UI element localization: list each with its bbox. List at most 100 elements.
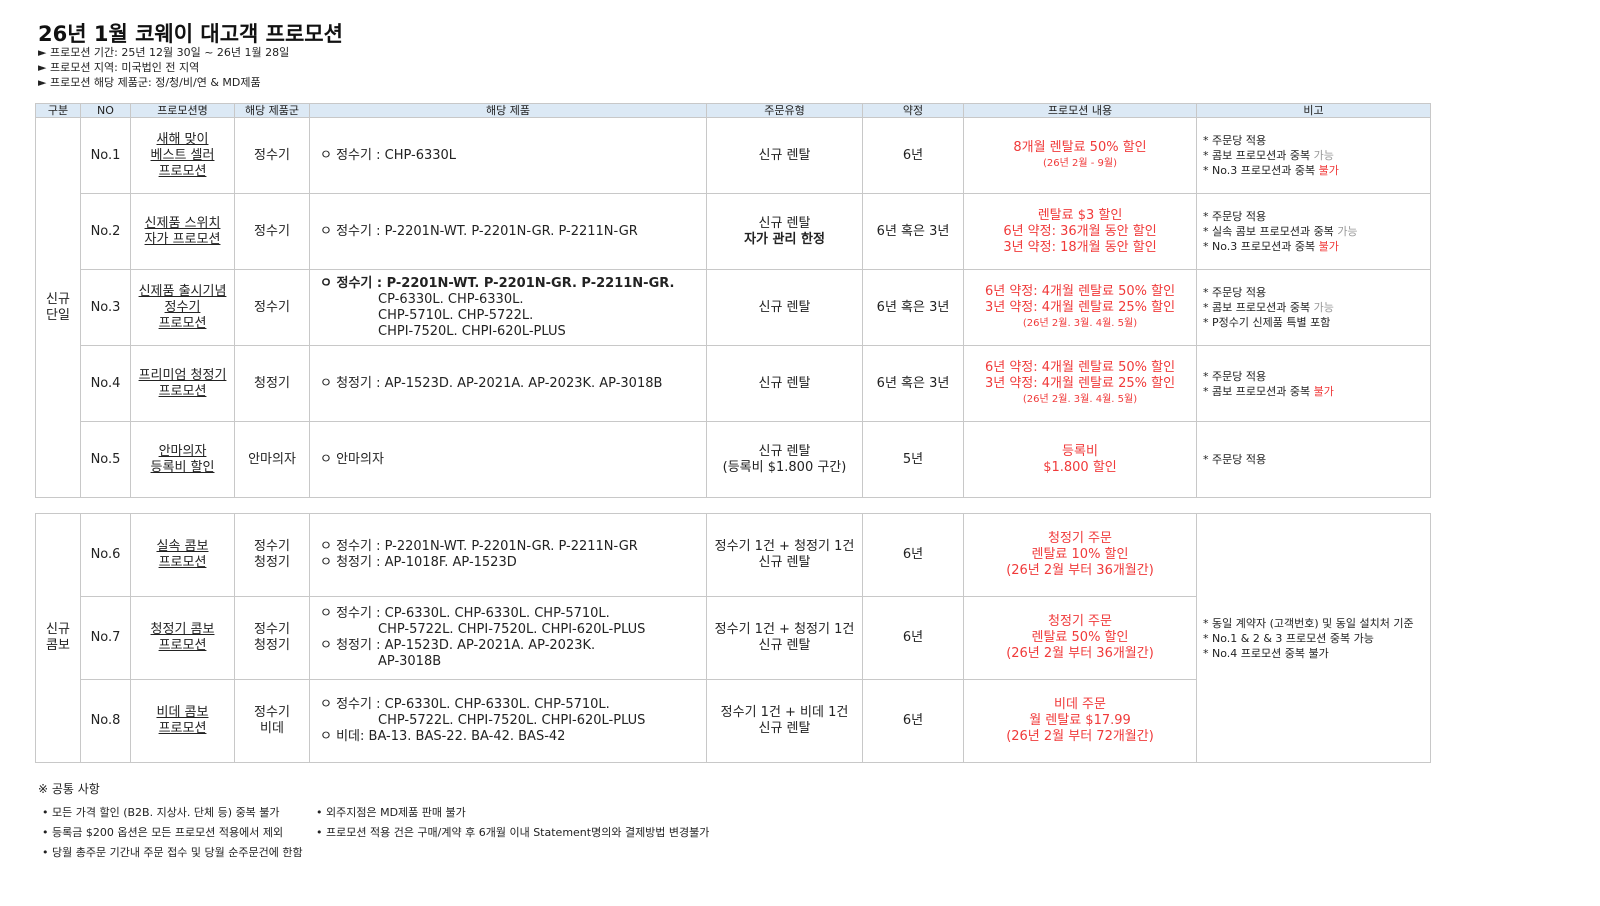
promo-region: ► 프로모션 지역: 미국법인 전 지역 — [38, 61, 200, 74]
product-list: ㅇ 청정기 : AP-1523D. AP-2021A. AP-2023K. AP… — [309, 345, 707, 422]
column-header: 비고 — [1196, 103, 1431, 118]
single-promo-table: 구분 NO 프로모션명 해당 제품군 해당 제품 주문유형 약정 프로모션 내용 비고 신규 단일… — [35, 103, 1431, 498]
text-line: 청정기 — [254, 638, 290, 653]
text-line: 청정기 콤보 — [150, 622, 215, 637]
remark-line: * No.3 프로모션과 중복 불가 — [1203, 239, 1424, 254]
text-line: 프로모션 — [158, 721, 207, 736]
contract-term: 6년 — [862, 596, 964, 680]
text-line: 8개월 렌탈료 50% 할인 — [1013, 139, 1147, 155]
text-line: 렌탈료 10% 할인 — [1031, 547, 1129, 562]
text-line: 신규 렌탈 — [758, 443, 811, 459]
common-notes-right: • 외주지점은 MD제품 판매 불가 • 프로모션 적용 건은 구매/계약 후 … — [316, 803, 709, 843]
promo-period: ► 프로모션 기간: 25년 12월 30일 ~ 26년 1월 28일 — [38, 46, 290, 59]
text-line: 신규 렌탈 — [758, 215, 811, 231]
product-line: CHP-5722L. CHPI-7520L. CHPI-620L-PLUS — [378, 713, 646, 728]
combo-remarks: * 동일 계약자 (고객번호) 및 동일 설치처 기준 * No.1 & 2 & … — [1196, 513, 1431, 763]
common-notes-title: ※ 공통 사항 — [38, 782, 100, 796]
promo-content: 등록비 $1.800 할인 — [963, 421, 1197, 498]
text-line: (26년 2월 부터 72개월간) — [1006, 729, 1154, 744]
contract-term: 5년 — [862, 421, 964, 498]
column-header: NO — [80, 103, 131, 118]
promo-no: No.8 — [80, 679, 131, 763]
product-list: ㅇ 정수기 : P-2201N-WT. P-2201N-GR. P-2211N-… — [309, 193, 707, 270]
product-line: ㅇ 정수기 : CP-6330L. CHP-6330L. CHP-5710L. — [320, 606, 610, 621]
remark-status: 가능 — [1313, 149, 1334, 162]
text-line: 자가 프로모션 — [144, 231, 221, 247]
product-list: ㅇ 정수기 : CHP-6330L — [309, 117, 707, 194]
remark-status: 가능 — [1313, 301, 1334, 314]
product-line: CHPI-7520L. CHPI-620L-PLUS — [378, 323, 566, 339]
promo-no: No.6 — [80, 513, 131, 597]
common-note: • 당월 총주문 기간내 주문 접수 및 당월 순주문건에 한함 — [42, 846, 303, 859]
promo-content: 렌탈료 $3 할인 6년 약정: 36개월 동안 할인 3년 약정: 18개월 동안… — [963, 193, 1197, 270]
text-line: 6년 약정: 4개월 렌탈료 50% 할인 — [984, 359, 1176, 375]
promo-period-note: (26년 2월. 3월. 4월. 5월) — [1022, 393, 1138, 405]
text-line: 렌탈료 $3 할인 — [1037, 207, 1123, 223]
text-line: 청정기 — [254, 555, 290, 570]
text-line: 비데 — [260, 721, 284, 736]
table-row: No.7 청정기 콤보 프로모션 정수기 청정기 ㅇ 정수기 : CP-6330L. CH… — [36, 596, 1431, 680]
text-line: 콤보 — [46, 638, 70, 653]
remark-line: * No.1 & 2 & 3 프로모션 중복 가능 — [1203, 631, 1374, 645]
common-note: • 외주지점은 MD제품 판매 불가 — [316, 806, 466, 819]
promo-content: 6년 약정: 4개월 렌탈료 50% 할인 3년 약정: 4개월 렌탈료 25% … — [963, 345, 1197, 422]
product-line: ㅇ 정수기 : CHP-6330L — [320, 147, 457, 163]
order-type: 신규 렌탈 (등록비 $1.800 구간) — [706, 421, 863, 498]
remark-line: * 주문당 적용 — [1203, 133, 1424, 148]
product-category: 정수기 — [234, 269, 310, 346]
order-type: 신규 렌탈 — [706, 269, 863, 346]
product-list: ㅇ 정수기 : P-2201N-WT. P-2201N-GR. P-2211N-… — [309, 513, 707, 597]
promo-no: No.5 — [80, 421, 131, 498]
text-line: 정수기 1건 + 청정기 1건 — [714, 622, 855, 637]
column-header: 프로모션명 — [130, 103, 235, 118]
text-line: 비데 콤보 — [156, 705, 209, 720]
table-row: No.5 안마의자 등록비 할인 안마의자 ㅇ 안마의자 신규 렌탈 (등록비 $1.800… — [36, 421, 1431, 498]
text-line: 실속 콤보 — [156, 539, 209, 554]
product-line: ㅇ 비데: BA-13. BAS-22. BA-42. BAS-42 — [320, 729, 566, 744]
remark-text: * No.3 프로모션과 중복 — [1203, 240, 1319, 253]
common-note: • 프로모션 적용 건은 구매/계약 후 6개월 이내 Statement명의와… — [316, 826, 710, 839]
product-category: 정수기 — [234, 117, 310, 194]
product-category: 정수기 — [234, 193, 310, 270]
order-type-restriction: 자가 관리 한정 — [744, 231, 825, 247]
contract-term: 6년 — [862, 679, 964, 763]
product-line: ㅇ 정수기 : CP-6330L. CHP-6330L. CHP-5710L. — [320, 697, 610, 712]
product-line: ㅇ 청정기 : AP-1523D. AP-2021A. AP-2023K. AP… — [320, 375, 663, 391]
product-line: AP-3018B — [378, 654, 442, 669]
promo-content: 청정기 주문 렌탈료 10% 할인 (26년 2월 부터 36개월간) — [963, 513, 1197, 597]
text-line: 3년 약정: 4개월 렌탈료 25% 할인 — [984, 299, 1176, 315]
promo-content: 8개월 렌탈료 50% 할인 (26년 2월 - 9월) — [963, 117, 1197, 194]
remark-line: * 콤보 프로모션과 중복 불가 — [1203, 384, 1424, 399]
promo-no: No.1 — [80, 117, 131, 194]
text-line: 프로모션 — [158, 315, 207, 331]
product-line: ㅇ 정수기 : P-2201N-WT. P-2201N-GR. P-2211N-… — [320, 539, 638, 554]
text-line: 프로모션 — [158, 163, 207, 179]
text-line: (26년 2월 부터 36개월간) — [1006, 646, 1154, 661]
product-line: CHP-5722L. CHPI-7520L. CHPI-620L-PLUS — [378, 622, 646, 637]
text-line: 신규 렌탈 — [758, 638, 811, 653]
remarks: * 주문당 적용 * 콤보 프로모션과 중복 가능 * No.3 프로모션과 중복 … — [1196, 117, 1431, 194]
column-header: 주문유형 — [706, 103, 863, 118]
order-type: 신규 렌탈 자가 관리 한정 — [706, 193, 863, 270]
remark-text: * 주문당 적용 — [1203, 286, 1267, 299]
table-row: 신규 콤보 No.6 실속 콤보 프로모션 정수기 청정기 ㅇ 정수기 : P-2201N-W… — [35, 513, 1431, 763]
text-line: 정수기 — [254, 223, 290, 239]
text-line: 신규 렌탈 — [758, 147, 811, 163]
product-category: 정수기 청정기 — [234, 596, 310, 680]
common-note: • 등록금 $200 옵션은 모든 프로모션 적용에서 제외 — [42, 826, 284, 839]
remark-text: * 주문당 적용 — [1203, 134, 1267, 147]
promo-period-note: (26년 2월. 3월. 4월. 5월) — [1022, 317, 1138, 329]
remark-text: * 실속 콤보 프로모션과 중복 — [1203, 225, 1338, 238]
table-row: No.8 비데 콤보 프로모션 정수기 비데 ㅇ 정수기 : CP-6330L. CHP-… — [36, 679, 1431, 763]
text-line: 신규 — [46, 622, 70, 637]
text-line: 청정기 주문 — [1048, 531, 1112, 546]
column-header: 약정 — [862, 103, 964, 118]
text-line: 등록비 — [1062, 443, 1098, 459]
text-line: 신제품 출시기념 — [138, 283, 227, 299]
promo-name: 안마의자 등록비 할인 — [130, 421, 235, 498]
remark-status: 불가 — [1318, 240, 1339, 253]
remark-line: * 주문당 적용 — [1203, 209, 1424, 224]
page-title: 26년 1월 코웨이 대고객 프로모션 — [38, 22, 343, 46]
group-cell: 신규 콤보 — [35, 513, 81, 763]
remark-text: * 콤보 프로모션과 중복 — [1203, 301, 1314, 314]
